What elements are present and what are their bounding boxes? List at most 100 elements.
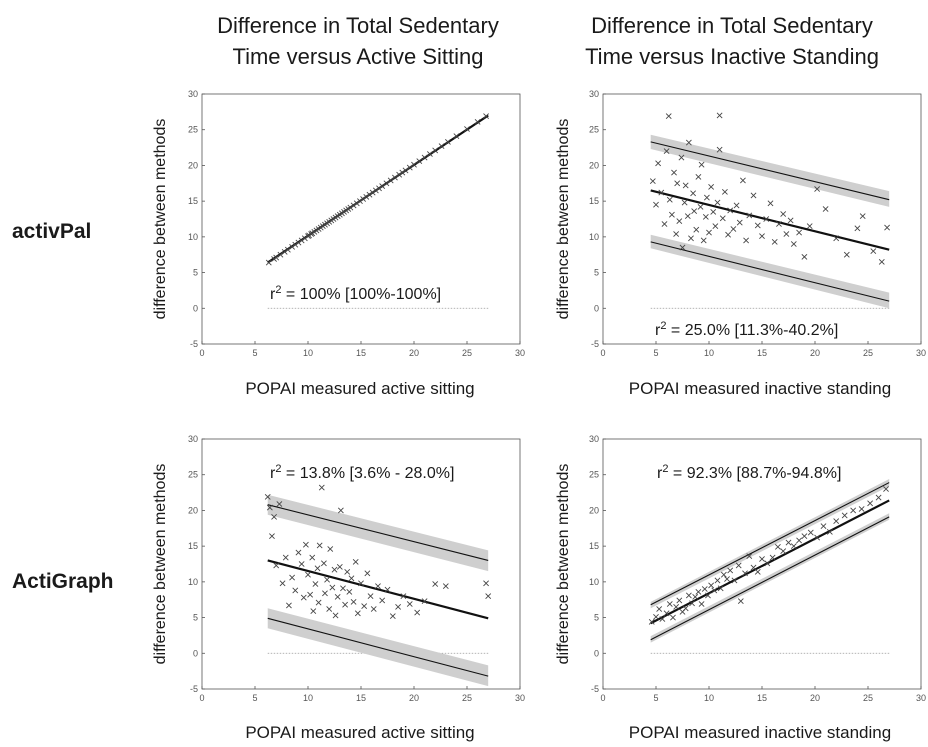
data-point-top-right (833, 235, 840, 242)
data-point-bottom-right (801, 533, 808, 540)
data-point-bottom-right (796, 537, 803, 544)
x-tick-label-bottom-left: 10 (303, 693, 313, 703)
data-point-top-left (372, 187, 379, 194)
data-point-bottom-right (820, 523, 827, 530)
data-point-top-right (716, 112, 723, 119)
data-point-bottom-right (742, 570, 748, 577)
data-point-bottom-left (367, 593, 374, 600)
data-point-bottom-left (326, 606, 333, 612)
y-tick-label-bottom-right: -5 (591, 684, 599, 694)
data-point-bottom-left (384, 586, 391, 593)
y-tick-label-top-left: 20 (188, 160, 198, 170)
data-point-bottom-right (724, 576, 730, 582)
data-point-bottom-left (318, 484, 325, 491)
x-axis-label-top-right: POPAI measured inactive standing (628, 379, 892, 398)
data-point-bottom-left (279, 580, 286, 587)
data-point-bottom-right (759, 556, 765, 562)
data-point-bottom-right (695, 588, 702, 595)
data-point-top-left (483, 113, 489, 120)
data-point-top-right (653, 201, 659, 208)
y-tick-label-top-left: -5 (190, 339, 198, 349)
fit-line-bottom-left-2 (267, 617, 489, 677)
data-point-top-right (740, 177, 746, 184)
data-point-bottom-left (340, 585, 346, 592)
data-point-top-right (736, 219, 743, 226)
plot-frame-top-left (201, 93, 521, 345)
data-point-bottom-left (334, 593, 341, 600)
x-tick-label-top-right: 15 (757, 348, 767, 358)
y-tick-label-top-left: 30 (188, 89, 198, 99)
data-point-top-left (298, 237, 305, 244)
data-point-bottom-right (714, 577, 721, 584)
chart-title-right-line1: Difference in Total Sedentary (591, 13, 873, 38)
data-point-top-right (691, 208, 698, 215)
data-point-top-right (884, 224, 890, 231)
data-point-top-left (360, 196, 367, 202)
data-point-bottom-left (375, 583, 381, 590)
data-point-top-left (383, 180, 390, 187)
data-point-bottom-right (737, 598, 744, 605)
data-point-top-left (353, 200, 360, 207)
data-point-top-right (663, 148, 670, 155)
data-point-top-left (432, 147, 439, 154)
data-point-bottom-left (271, 513, 277, 520)
y-tick-label-bottom-right: 25 (589, 470, 599, 480)
data-point-top-right (750, 192, 757, 199)
data-point-bottom-left (273, 562, 280, 569)
data-point-bottom-left (327, 546, 334, 552)
fit-line-top-right-2 (650, 241, 890, 302)
x-tick-label-bottom-right: 10 (704, 693, 714, 703)
y-tick-label-bottom-right: 0 (594, 648, 599, 658)
data-point-top-right (690, 190, 697, 197)
data-point-top-right (796, 229, 803, 236)
data-point-bottom-left (346, 588, 353, 595)
data-point-top-left (273, 254, 280, 261)
fit-line-top-right-1 (650, 189, 890, 251)
data-point-bottom-left (320, 560, 327, 567)
data-point-bottom-right (746, 553, 753, 560)
data-point-bottom-left (309, 554, 316, 561)
data-point-top-right (814, 186, 821, 192)
data-point-top-left (421, 154, 428, 161)
data-point-top-left (416, 158, 423, 165)
y-tick-label-top-left: 25 (188, 125, 198, 135)
data-point-top-right (727, 207, 734, 214)
data-point-bottom-left (322, 590, 328, 597)
data-point-bottom-left (354, 610, 361, 617)
x-tick-label-top-right: 30 (916, 348, 926, 358)
data-point-top-left (445, 138, 451, 145)
y-tick-label-bottom-left: 30 (188, 434, 198, 444)
data-point-bottom-left (395, 603, 402, 610)
x-tick-label-bottom-right: 25 (863, 693, 873, 703)
data-point-top-left (426, 151, 433, 157)
data-point-top-right (783, 231, 790, 237)
data-point-bottom-left (421, 598, 428, 605)
y-tick-label-top-right: 10 (589, 232, 599, 242)
data-point-bottom-right (663, 610, 670, 617)
data-point-top-left (277, 251, 284, 258)
data-point-bottom-right (685, 592, 692, 599)
data-point-top-right (706, 229, 712, 236)
data-point-bottom-right (711, 587, 718, 594)
r2-annotation-bottom-right: r2 = 92.3% [88.7%-94.8%] (657, 463, 841, 482)
data-point-top-right (822, 206, 829, 212)
data-point-top-left (464, 126, 470, 132)
data-point-bottom-left (348, 575, 355, 582)
data-point-bottom-right (754, 568, 761, 575)
y-tick-label-top-right: 5 (594, 268, 599, 278)
data-point-bottom-left (358, 580, 364, 587)
data-point-top-left (369, 189, 376, 196)
x-tick-label-bottom-right: 20 (810, 693, 820, 703)
fit-line-bottom-left-1 (267, 559, 489, 620)
y-tick-label-top-right: 30 (589, 89, 599, 99)
data-point-top-left (281, 248, 288, 255)
data-point-bottom-left (361, 603, 368, 610)
y-tick-label-top-right: -5 (591, 339, 599, 349)
fit-line-bottom-right-0 (650, 482, 890, 606)
data-point-top-right (668, 211, 675, 218)
data-point-top-right (685, 139, 692, 146)
x-tick-label-top-left: 30 (515, 348, 525, 358)
data-point-bottom-left (342, 601, 349, 608)
data-point-top-right (790, 241, 797, 247)
data-point-bottom-right (785, 539, 792, 546)
